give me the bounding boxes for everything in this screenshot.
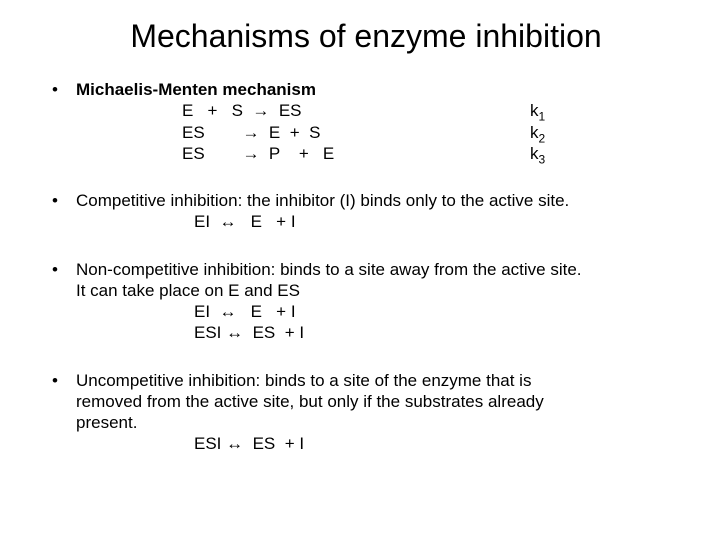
mm-eq-3: ES → P + E — [76, 143, 334, 164]
bullet-michaelis-menten: • Michaelis-Menten mechanism E + S → ES … — [52, 79, 680, 164]
bullet-noncompetitive: • Non-competitive inhibition: binds to a… — [52, 259, 680, 344]
comp-text: Competitive inhibition: the inhibitor (I… — [76, 190, 680, 211]
noncomp-line1: Non-competitive inhibition: binds to a s… — [76, 259, 680, 280]
bullet-dot: • — [52, 79, 76, 164]
bullet-content: Non-competitive inhibition: binds to a s… — [76, 259, 680, 344]
noncomp-line2: It can take place on E and ES — [76, 280, 680, 301]
mm-k3: k3 — [530, 143, 545, 167]
bullet-dot: • — [52, 370, 76, 455]
bullet-content: Uncompetitive inhibition: binds to a sit… — [76, 370, 680, 455]
bullet-content: Michaelis-Menten mechanism E + S → ES k1… — [76, 79, 680, 164]
noncomp-eq2: ESI ↔ ES + I — [76, 322, 680, 343]
bullet-content: Competitive inhibition: the inhibitor (I… — [76, 190, 680, 233]
uncomp-line1: Uncompetitive inhibition: binds to a sit… — [76, 370, 680, 391]
bullet-competitive: • Competitive inhibition: the inhibitor … — [52, 190, 680, 233]
bullet-uncompetitive: • Uncompetitive inhibition: binds to a s… — [52, 370, 680, 455]
mm-eq-2: ES → E + S — [76, 122, 320, 143]
mm-eq-1: E + S → ES — [76, 100, 302, 121]
uncomp-line3: present. — [76, 412, 680, 433]
bullet-dot: • — [52, 190, 76, 233]
slide-title: Mechanisms of enzyme inhibition — [52, 18, 680, 55]
uncomp-line2: removed from the active site, but only i… — [76, 391, 680, 412]
noncomp-eq1: EI ↔ E + I — [76, 301, 680, 322]
uncomp-eq: ESI ↔ ES + I — [76, 433, 680, 454]
bullet-dot: • — [52, 259, 76, 344]
comp-eq: EI ↔ E + I — [76, 211, 680, 232]
mm-heading: Michaelis-Menten mechanism — [76, 79, 680, 100]
